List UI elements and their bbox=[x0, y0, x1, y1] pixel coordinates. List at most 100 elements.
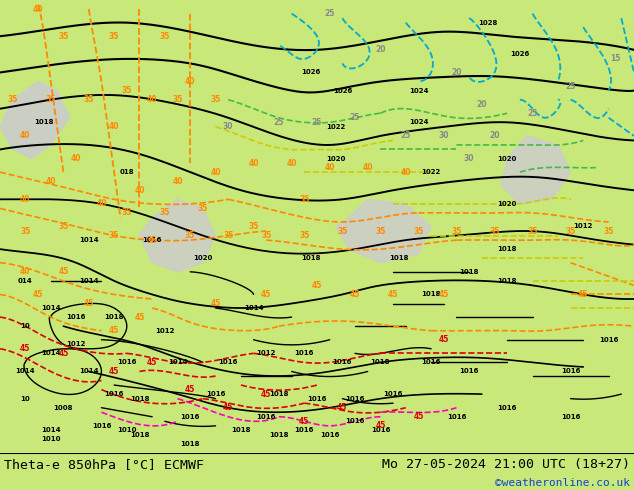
Text: 40: 40 bbox=[20, 131, 30, 141]
Text: 1016: 1016 bbox=[92, 423, 111, 429]
Text: 35: 35 bbox=[299, 231, 309, 240]
Text: 35: 35 bbox=[375, 226, 385, 236]
Text: 1020: 1020 bbox=[193, 255, 212, 261]
Text: 1018: 1018 bbox=[231, 427, 250, 433]
Text: 35: 35 bbox=[58, 222, 68, 231]
Text: 1018: 1018 bbox=[301, 255, 320, 261]
Text: 1016: 1016 bbox=[67, 314, 86, 320]
Text: 1022: 1022 bbox=[422, 169, 441, 175]
Text: 1018: 1018 bbox=[498, 246, 517, 252]
Text: 1020: 1020 bbox=[327, 155, 346, 162]
Text: 35: 35 bbox=[122, 208, 132, 218]
Text: 1016: 1016 bbox=[143, 237, 162, 243]
Text: 1018: 1018 bbox=[269, 432, 288, 438]
Text: 1016: 1016 bbox=[307, 395, 327, 402]
Text: 45: 45 bbox=[337, 403, 347, 412]
Text: 1016: 1016 bbox=[257, 414, 276, 420]
Text: 45: 45 bbox=[20, 344, 30, 353]
Text: 35: 35 bbox=[198, 204, 208, 213]
Text: 30: 30 bbox=[464, 154, 474, 163]
Text: 35: 35 bbox=[489, 226, 500, 236]
Text: 35: 35 bbox=[109, 231, 119, 240]
Text: 45: 45 bbox=[210, 299, 221, 308]
Text: 35: 35 bbox=[185, 231, 195, 240]
Text: 40: 40 bbox=[96, 199, 107, 208]
Text: 40: 40 bbox=[20, 195, 30, 204]
Text: 20: 20 bbox=[489, 131, 500, 141]
Text: 25: 25 bbox=[312, 118, 322, 127]
Text: 1012: 1012 bbox=[67, 341, 86, 347]
Text: 1014: 1014 bbox=[79, 368, 98, 374]
Text: 35: 35 bbox=[299, 195, 309, 204]
Text: 35: 35 bbox=[160, 208, 170, 218]
Text: 45: 45 bbox=[223, 403, 233, 412]
Text: 35: 35 bbox=[604, 226, 614, 236]
Text: 45: 45 bbox=[134, 313, 145, 321]
Text: 45: 45 bbox=[261, 290, 271, 299]
Text: 1018: 1018 bbox=[390, 255, 409, 261]
Text: 35: 35 bbox=[58, 32, 68, 41]
Text: 1020: 1020 bbox=[498, 155, 517, 162]
Text: 35: 35 bbox=[8, 95, 18, 104]
Text: 45: 45 bbox=[261, 390, 271, 398]
Text: 25: 25 bbox=[566, 81, 576, 91]
Text: 1016: 1016 bbox=[206, 391, 225, 397]
Text: 35: 35 bbox=[122, 86, 132, 95]
Text: 1018: 1018 bbox=[371, 359, 390, 366]
Text: 1014: 1014 bbox=[79, 278, 98, 284]
Text: 20: 20 bbox=[477, 99, 487, 109]
Text: 1018: 1018 bbox=[105, 314, 124, 320]
Text: 35: 35 bbox=[566, 226, 576, 236]
Text: 25: 25 bbox=[274, 118, 284, 127]
Text: 15: 15 bbox=[610, 54, 620, 63]
Text: 35: 35 bbox=[46, 95, 56, 104]
Text: 40: 40 bbox=[71, 154, 81, 163]
Text: 1018: 1018 bbox=[130, 432, 149, 438]
Text: Theta-e 850hPa [°C] ECMWF: Theta-e 850hPa [°C] ECMWF bbox=[4, 458, 204, 471]
Text: 40: 40 bbox=[249, 159, 259, 168]
Polygon shape bbox=[139, 199, 216, 272]
Text: 25: 25 bbox=[325, 9, 335, 18]
Text: 40: 40 bbox=[401, 168, 411, 176]
Text: 1010: 1010 bbox=[41, 437, 60, 442]
Text: 25: 25 bbox=[527, 109, 538, 118]
Text: 40: 40 bbox=[210, 168, 221, 176]
Text: 40: 40 bbox=[287, 159, 297, 168]
Text: 1010: 1010 bbox=[117, 427, 136, 433]
Text: 40: 40 bbox=[363, 163, 373, 172]
Text: 1026: 1026 bbox=[510, 51, 529, 57]
Text: 1016: 1016 bbox=[561, 414, 580, 420]
Text: 45: 45 bbox=[388, 290, 398, 299]
Text: 40: 40 bbox=[325, 163, 335, 172]
Text: 45: 45 bbox=[312, 281, 322, 290]
Text: 1014: 1014 bbox=[79, 237, 98, 243]
Text: 45: 45 bbox=[439, 290, 449, 299]
Text: 40: 40 bbox=[109, 122, 119, 131]
Text: 35: 35 bbox=[109, 32, 119, 41]
Text: 45: 45 bbox=[578, 290, 588, 299]
Text: 40: 40 bbox=[185, 77, 195, 86]
Text: 1016: 1016 bbox=[105, 391, 124, 397]
Text: 35: 35 bbox=[20, 226, 30, 236]
Text: 25: 25 bbox=[401, 131, 411, 141]
Text: 1026: 1026 bbox=[333, 88, 352, 94]
Text: 1008: 1008 bbox=[54, 405, 73, 411]
Text: 40: 40 bbox=[46, 177, 56, 186]
Text: 35: 35 bbox=[261, 231, 271, 240]
Text: 45: 45 bbox=[58, 268, 68, 276]
Text: 40: 40 bbox=[172, 177, 183, 186]
Text: 1022: 1022 bbox=[327, 124, 346, 130]
Text: 1016: 1016 bbox=[295, 350, 314, 356]
Text: 1014: 1014 bbox=[16, 368, 35, 374]
Text: 1016: 1016 bbox=[498, 405, 517, 411]
Text: 1014: 1014 bbox=[41, 427, 60, 433]
Text: 45: 45 bbox=[413, 412, 424, 421]
Text: 40: 40 bbox=[147, 95, 157, 104]
Text: 35: 35 bbox=[249, 222, 259, 231]
Text: 1012: 1012 bbox=[257, 350, 276, 356]
Text: 45: 45 bbox=[84, 299, 94, 308]
Text: 1018: 1018 bbox=[498, 278, 517, 284]
Text: 35: 35 bbox=[84, 95, 94, 104]
Text: 45: 45 bbox=[439, 335, 449, 344]
Text: 45: 45 bbox=[299, 417, 309, 426]
